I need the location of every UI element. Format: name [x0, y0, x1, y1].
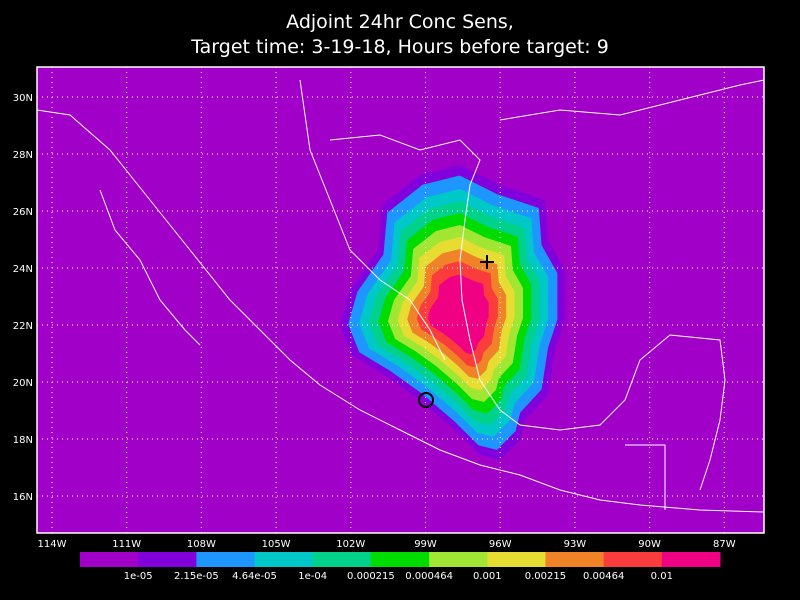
markers: [418, 255, 494, 408]
colorbar-swatch: [254, 552, 314, 567]
colorbar-label: 4.64e-05: [232, 571, 277, 582]
coastline: [299, 79, 446, 361]
colorbar-swatch: [196, 552, 256, 567]
lat-label: 30N: [13, 93, 33, 104]
lat-label: 22N: [13, 321, 33, 332]
lon-label: 99W: [414, 539, 437, 550]
title-line: Target time: 3-19-18, Hours before targe…: [190, 36, 609, 58]
colorbar-swatch: [661, 552, 721, 567]
graticule: [37, 67, 764, 533]
colorbar-label: 0.00464: [583, 571, 624, 582]
lon-label: 108W: [187, 539, 216, 550]
colorbar-swatch: [312, 552, 372, 567]
colorbar: 1e-05 2.15e-05 4.64e-05 1e-04 0.000215 0.0004…: [80, 552, 721, 582]
colorbar-label: 2.15e-05: [174, 571, 219, 582]
coastline: [625, 444, 666, 510]
colorbar-label: 0.000215: [347, 571, 395, 582]
colorbar-swatch: [370, 552, 430, 567]
colorbar-label: 0.01: [651, 571, 673, 582]
colorbar-swatch: [429, 552, 488, 567]
coastline: [329, 134, 726, 491]
lat-label: 16N: [13, 492, 33, 503]
colorbar-swatch: [138, 552, 197, 567]
colorbar-swatch: [80, 552, 139, 567]
contours: [340, 165, 565, 460]
title-line: Adjoint 24hr Conc Sens,: [286, 11, 514, 33]
colorbar-swatch: [487, 552, 546, 567]
map-frame: [36, 66, 765, 534]
lat-label: 24N: [13, 264, 33, 275]
lon-label: 105W: [262, 539, 291, 550]
lon-label: 114W: [38, 539, 67, 550]
lon-label: 93W: [564, 539, 587, 550]
contour-band: [427, 274, 489, 355]
colorbar-label: 0.001: [473, 571, 502, 582]
lon-label: 90W: [638, 539, 661, 550]
lon-label: 87W: [713, 539, 736, 550]
colorbar-label: 0.00215: [525, 571, 566, 582]
colorbar-label: 0.000464: [405, 571, 453, 582]
coastline: [99, 189, 201, 346]
lat-label: 28N: [13, 150, 33, 161]
lon-label: 96W: [489, 539, 512, 550]
lat-label: 26N: [13, 207, 33, 218]
lon-label: 111W: [112, 539, 141, 550]
coastline: [36, 109, 765, 513]
colorbar-swatch: [545, 552, 605, 567]
axis-labels: 30N 28N 26N 24N 22N 20N 18N 16N 114W 111W 108W 105W…: [13, 93, 736, 550]
colorbar-swatch: [603, 552, 663, 567]
colorbar-label: 1e-05: [124, 571, 153, 582]
source-marker: [418, 392, 434, 408]
lat-label: 18N: [13, 435, 33, 446]
lon-label: 102W: [336, 539, 365, 550]
lat-label: 20N: [13, 378, 33, 389]
colorbar-label: 1e-04: [298, 571, 327, 582]
